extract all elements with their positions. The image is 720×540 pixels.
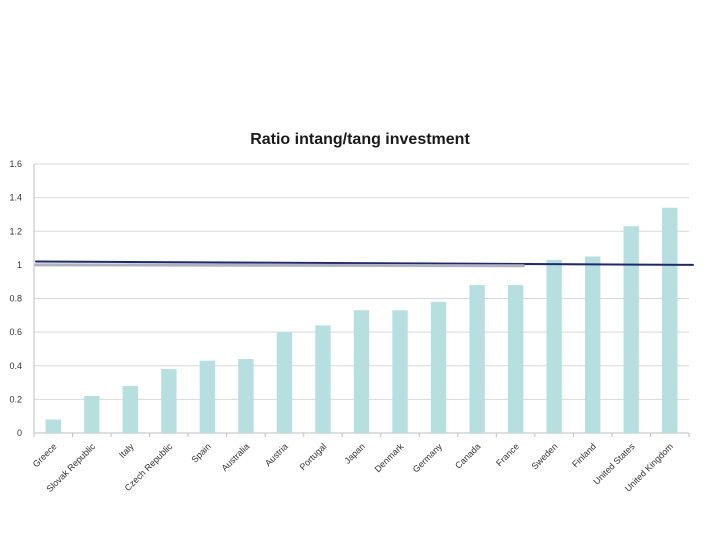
bars bbox=[45, 207, 678, 433]
x-tick-label: Finland bbox=[570, 441, 598, 469]
x-tick-label: Germany bbox=[411, 441, 445, 475]
reference-line-shadow bbox=[34, 263, 525, 268]
reference-line bbox=[35, 260, 694, 266]
y-tick-labels: 0 0.2 0.4 0.6 0.8 1 1.2 1.4 1.6 bbox=[9, 159, 22, 438]
bar bbox=[276, 332, 293, 433]
chart-title: Ratio intang/tang investment bbox=[250, 131, 470, 148]
x-tick-label: Greece bbox=[31, 441, 59, 469]
y-tick-label: 1 bbox=[17, 260, 22, 270]
bar bbox=[45, 419, 61, 433]
x-tick-label: Japan bbox=[342, 441, 366, 465]
bar bbox=[315, 325, 331, 433]
bar bbox=[199, 360, 216, 433]
y-tick-label: 0.2 bbox=[9, 394, 22, 404]
bar bbox=[584, 256, 601, 433]
bar bbox=[546, 259, 562, 433]
bar bbox=[238, 359, 254, 433]
y-tick-label: 0 bbox=[17, 428, 22, 438]
x-tick-label: Sweden bbox=[529, 441, 559, 471]
bar bbox=[623, 226, 639, 433]
bar bbox=[392, 310, 408, 433]
x-tick-label: Canada bbox=[453, 441, 482, 470]
y-tick-label: 1.2 bbox=[9, 226, 22, 236]
bar bbox=[469, 285, 485, 433]
bar bbox=[430, 301, 447, 433]
y-tick-label: 0.4 bbox=[9, 361, 22, 371]
x-tick-label: France bbox=[494, 441, 521, 468]
bar bbox=[662, 207, 678, 433]
x-tick-label: Spain bbox=[189, 441, 212, 464]
y-tick-label: 0.8 bbox=[9, 294, 22, 304]
bar bbox=[161, 369, 177, 433]
bar bbox=[122, 385, 139, 433]
y-tick-label: 0.6 bbox=[9, 327, 22, 337]
x-tick-label: Australia bbox=[219, 441, 251, 473]
x-tick-label: Austria bbox=[263, 441, 290, 468]
x-tick-label: Italy bbox=[117, 441, 136, 460]
y-tick-label: 1.6 bbox=[9, 159, 22, 169]
bar bbox=[353, 310, 370, 433]
y-tick-label: 1.4 bbox=[9, 193, 22, 203]
bar bbox=[507, 285, 524, 433]
reference-lines bbox=[34, 260, 694, 268]
x-tick-label: Denmark bbox=[373, 441, 406, 474]
bar bbox=[84, 396, 100, 433]
x-tick-label: Portugal bbox=[298, 441, 329, 472]
